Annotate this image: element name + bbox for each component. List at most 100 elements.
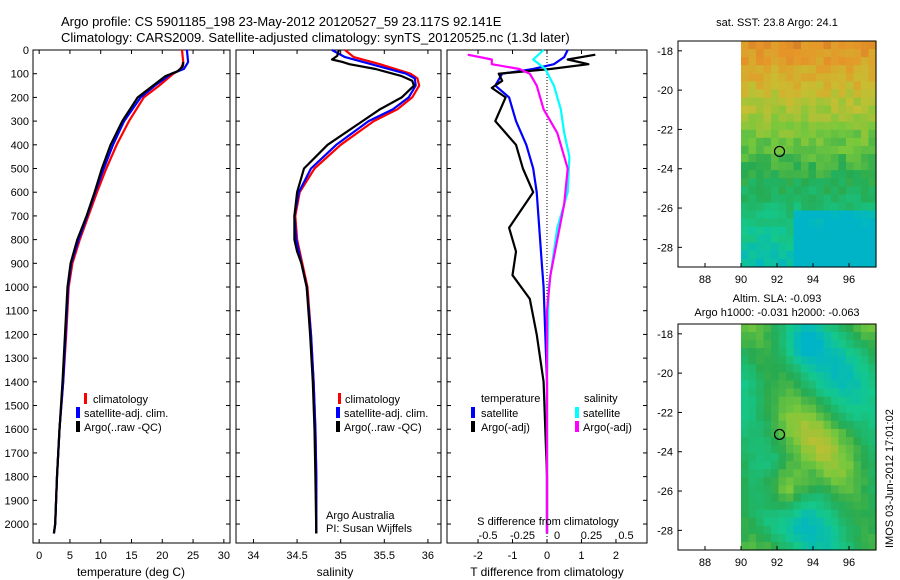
map-cell	[838, 105, 847, 115]
map-cell	[838, 541, 847, 551]
map-cell	[748, 210, 757, 220]
map-cell	[823, 145, 832, 155]
map-cell	[786, 97, 795, 107]
map-cell	[861, 477, 870, 487]
map-cell	[801, 242, 810, 252]
map-cell	[778, 250, 787, 260]
map-cell	[778, 258, 787, 268]
map-cell	[763, 485, 772, 495]
map-cell	[778, 372, 787, 382]
map-cell	[831, 154, 840, 163]
map-cell	[793, 73, 802, 82]
map-cell	[793, 170, 802, 179]
map-cell	[808, 428, 817, 438]
map-cell	[756, 364, 765, 374]
map-cell	[793, 218, 802, 228]
map-cell	[778, 356, 787, 365]
y-tick-label: 1400	[5, 377, 29, 389]
map-cell	[778, 517, 787, 527]
map-cell	[793, 178, 802, 187]
y-tick-label: 300	[11, 116, 29, 128]
map-cell	[816, 202, 825, 212]
map-cell	[763, 412, 772, 422]
map-cell	[816, 65, 825, 74]
series-line-argo-raw-qc-	[52, 61, 185, 534]
map-cell	[778, 493, 787, 503]
map-cell	[846, 372, 855, 382]
map-cell	[816, 388, 825, 398]
map-cell	[778, 469, 787, 478]
map-cell	[861, 178, 870, 187]
map-cell	[801, 121, 810, 131]
map-cell	[763, 493, 772, 503]
map-cell	[756, 129, 765, 139]
x-tick-label: 90	[735, 274, 747, 286]
map-cell	[778, 404, 787, 414]
map-cell	[823, 445, 832, 454]
map-cell	[778, 509, 787, 519]
map-cell	[868, 453, 877, 462]
map-cell	[763, 501, 772, 511]
map-cell	[793, 541, 802, 551]
map-cell	[861, 194, 870, 204]
map-cell	[748, 129, 757, 139]
temperature-panel: 0 5 10 15 20 25 30 0 100 200 300 400 500 600 700 800 90…	[5, 45, 231, 579]
map-cell	[853, 194, 862, 204]
map-cell	[741, 242, 750, 252]
map-cell	[801, 105, 810, 115]
s-tick-label: -0.25	[510, 530, 535, 542]
map-cell	[763, 105, 772, 115]
map-cell	[801, 129, 810, 139]
map-cell	[741, 178, 750, 187]
map-cell	[748, 218, 757, 228]
map-cell	[868, 412, 877, 422]
map-cell	[756, 73, 765, 82]
map-cell	[793, 89, 802, 99]
map-cell	[778, 41, 787, 50]
map-cell	[756, 493, 765, 503]
map-cell	[846, 356, 855, 365]
map-cell	[756, 250, 765, 260]
map-cell	[838, 49, 847, 58]
map-cell	[816, 356, 825, 365]
map-cell	[838, 65, 847, 74]
map-cell	[748, 396, 757, 406]
map-cell	[838, 137, 847, 147]
map-cell	[868, 178, 877, 187]
map-cell	[741, 162, 750, 171]
map-cell	[771, 324, 780, 333]
map-cell	[823, 250, 832, 260]
map-cell	[808, 396, 817, 406]
map-cell	[838, 412, 847, 422]
legend-label: Argo(-adj)	[583, 422, 632, 434]
y-tick-label: -24	[657, 164, 673, 176]
map-cell	[763, 49, 772, 58]
map-cell	[846, 210, 855, 220]
map-cell	[748, 202, 757, 212]
map-cell	[801, 41, 810, 50]
map-cell	[771, 501, 780, 511]
map-cell	[808, 461, 817, 470]
map-cell	[748, 258, 757, 268]
map-cell	[846, 420, 855, 430]
map-cell	[763, 525, 772, 535]
map-cell	[868, 170, 877, 179]
y-tick-label: 600	[11, 187, 29, 199]
map-cell	[778, 453, 787, 462]
map-cell	[846, 332, 855, 341]
temperature-axes	[32, 49, 231, 544]
map-cell	[741, 97, 750, 107]
map-cell	[763, 533, 772, 543]
map-cell	[771, 218, 780, 228]
map-cell	[853, 437, 862, 446]
y-tick-label: 900	[11, 258, 29, 270]
map-cell	[756, 162, 765, 171]
map-cell	[741, 404, 750, 414]
map-cell	[793, 129, 802, 139]
map-cell	[816, 49, 825, 58]
map-cell	[816, 396, 825, 406]
map-cell	[816, 162, 825, 171]
map-cell	[831, 89, 840, 99]
map-cell	[756, 41, 765, 50]
map-cell	[868, 332, 877, 341]
